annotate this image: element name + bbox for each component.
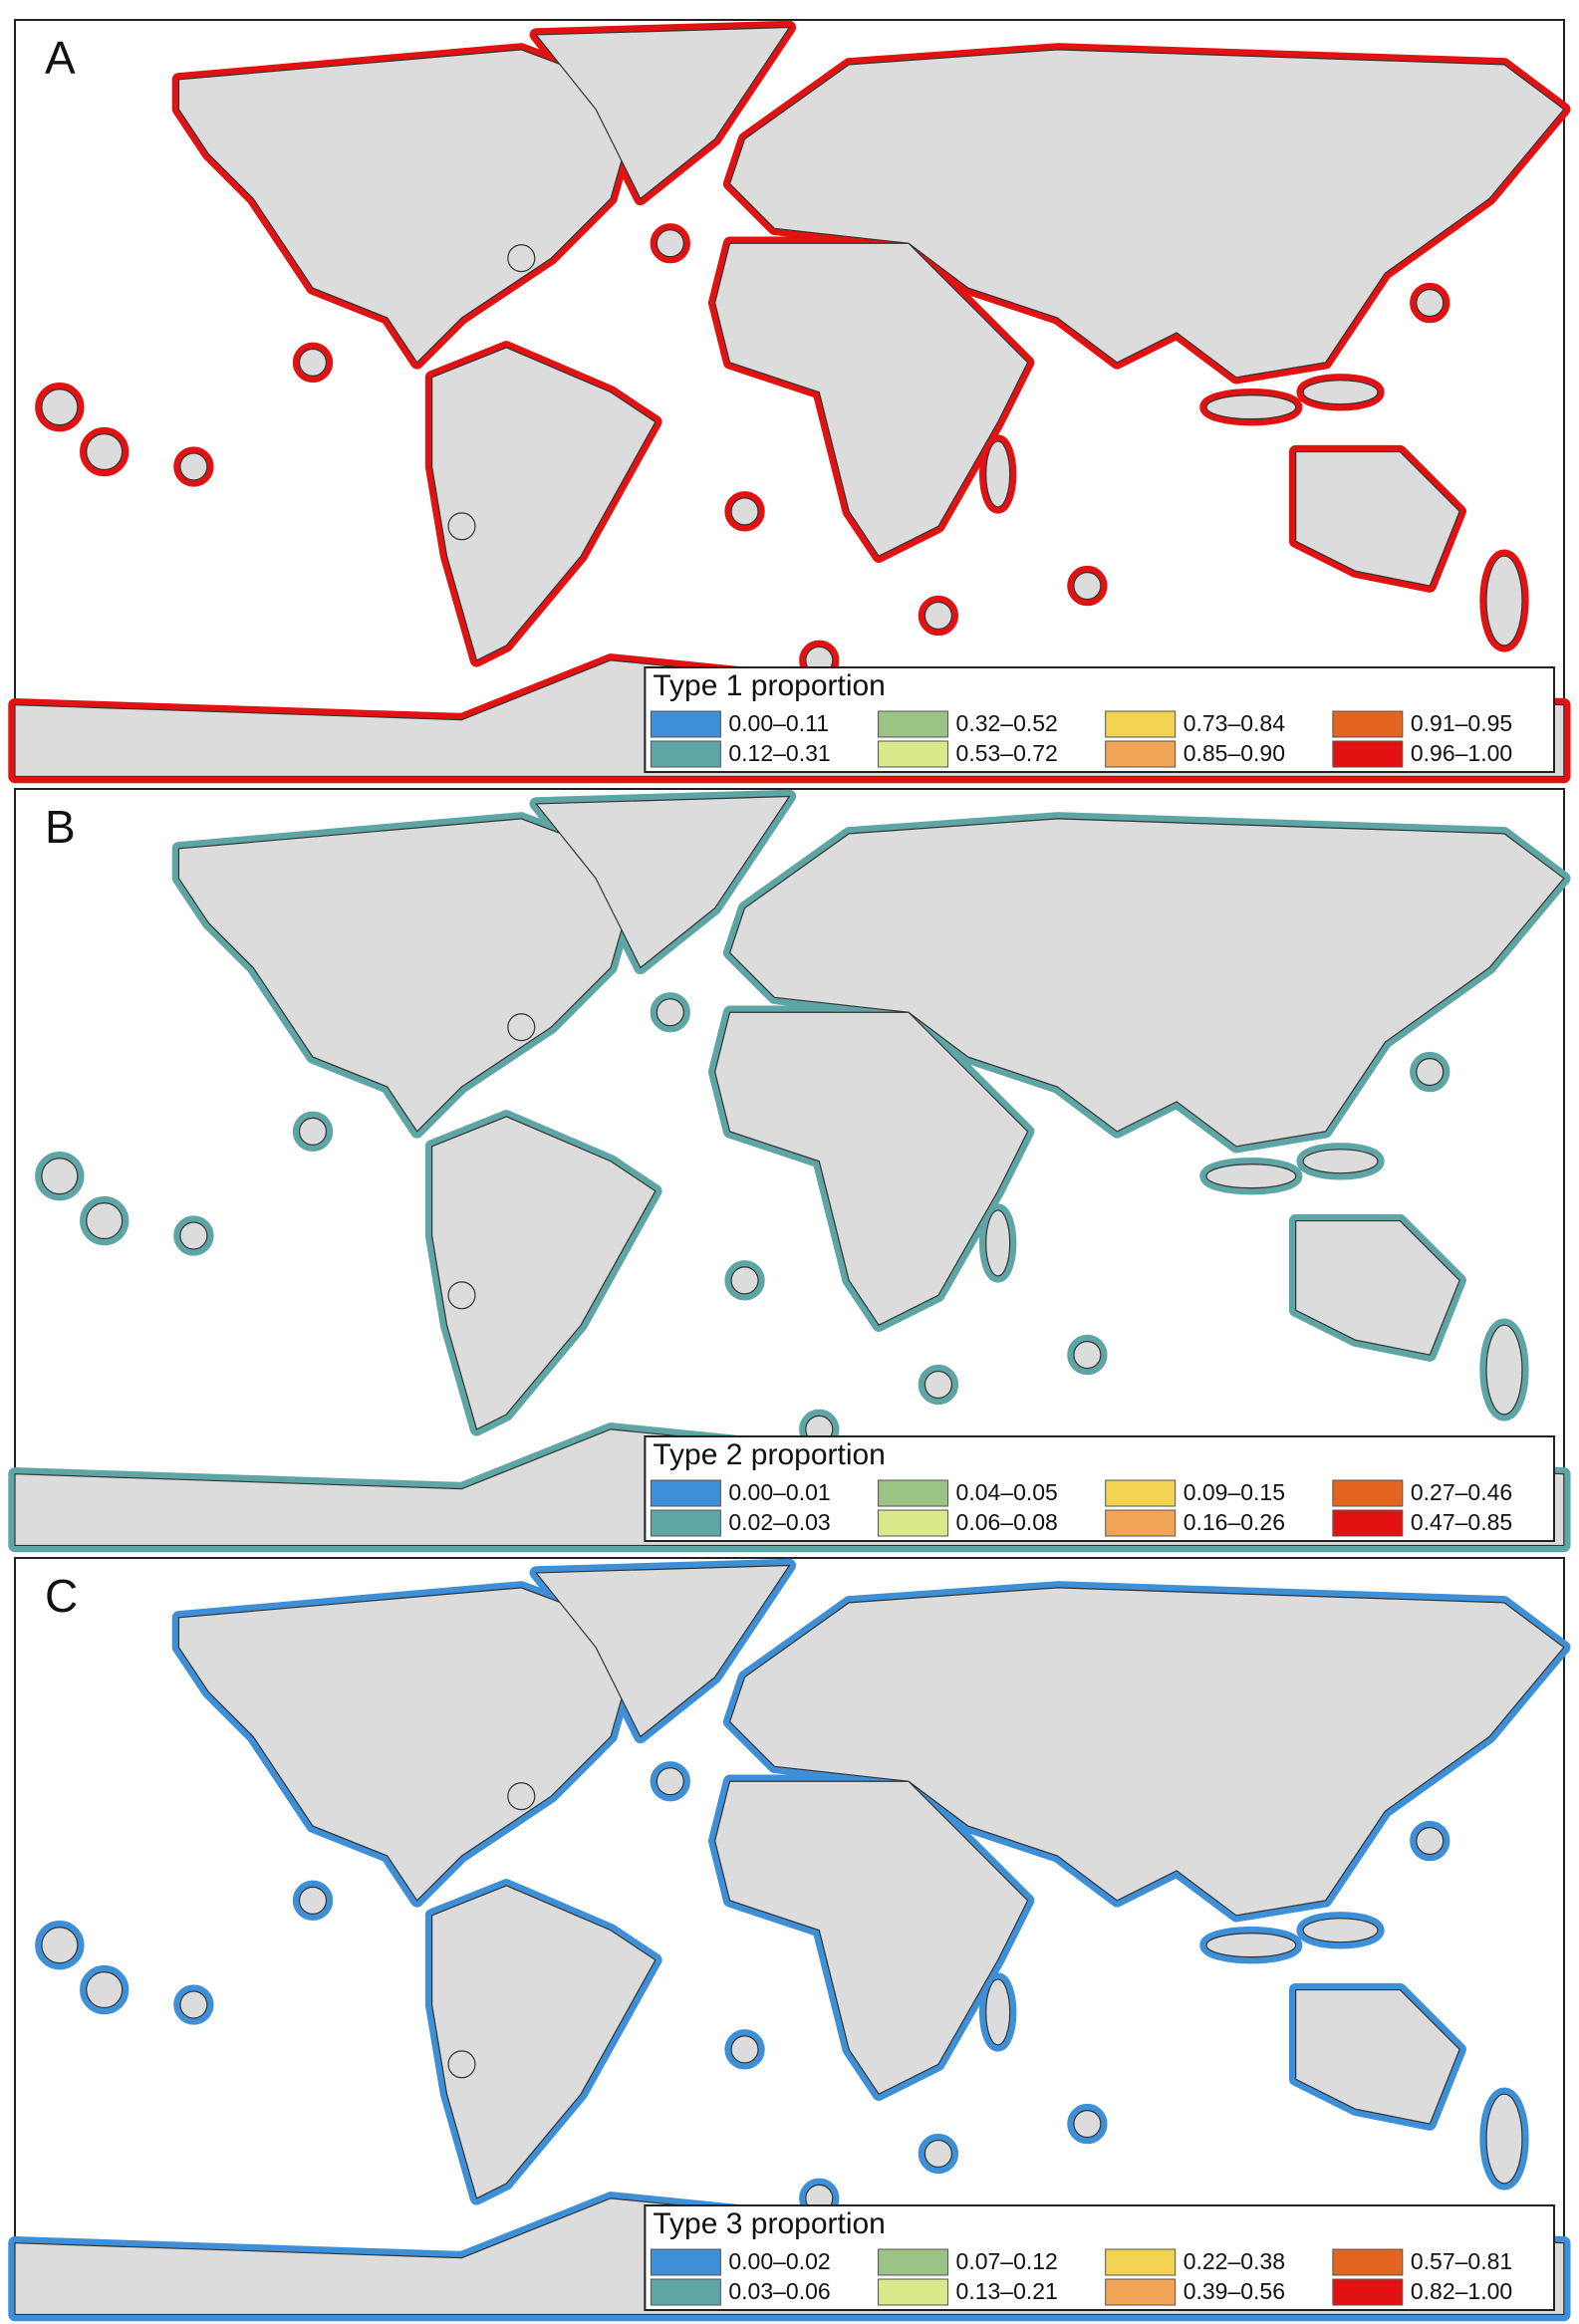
legend-swatch (1332, 2248, 1404, 2276)
legend-title: Type 1 proportion (653, 669, 885, 702)
legend-swatch (650, 2248, 721, 2276)
legend-swatch (1105, 2278, 1177, 2306)
legend-swatch (1105, 1479, 1177, 1507)
legend-swatch (878, 740, 949, 768)
legend-label: 0.06–0.08 (956, 1509, 1058, 1535)
legend-swatch (650, 740, 721, 768)
legend-label: 0.12–0.31 (728, 740, 830, 766)
legend-label: 0.00–0.02 (728, 2248, 830, 2274)
legend-label: 0.96–1.00 (1411, 740, 1512, 766)
legend-swatch (1332, 1479, 1404, 1507)
legend-swatch (878, 1479, 949, 1507)
panels: A Type 1 proportion 0.00–0.11 0.12–0.31 0.32… (15, 19, 1564, 2315)
legend-label: 0.57–0.81 (1411, 2248, 1512, 2274)
legend-swatch (878, 2278, 949, 2306)
legend-swatch (1105, 1509, 1177, 1537)
legend-label: 0.91–0.95 (1411, 710, 1512, 736)
legend-label: 0.53–0.72 (956, 740, 1058, 766)
legend-swatch (1332, 1509, 1404, 1537)
legend-label: 0.73–0.84 (1184, 710, 1286, 736)
legend-label: 0.82–1.00 (1411, 2278, 1512, 2304)
legend-swatch (878, 2248, 949, 2276)
legend-label: 0.09–0.15 (1184, 1479, 1285, 1505)
legend-title: Type 3 proportion (653, 2207, 885, 2240)
legend-swatch (650, 1509, 721, 1537)
legend-label: 0.47–0.85 (1411, 1509, 1512, 1535)
legend-label: 0.04–0.05 (956, 1479, 1058, 1505)
legend-swatch (1332, 2278, 1404, 2306)
map-panel: B Type 2 proportion 0.00–0.01 0.02–0.03 0.04… (15, 788, 1564, 1546)
legend-title: Type 2 proportion (653, 1438, 885, 1471)
legend-label: 0.27–0.46 (1411, 1479, 1512, 1505)
legend-label: 0.00–0.11 (728, 710, 829, 736)
map-panel: A Type 1 proportion 0.00–0.11 0.12–0.31 0.32… (15, 19, 1564, 777)
legend-label: 0.16–0.26 (1184, 1509, 1285, 1535)
legend-label: 0.07–0.12 (956, 2248, 1058, 2274)
legend-label: 0.03–0.06 (728, 2278, 830, 2304)
legend-swatch (650, 710, 721, 738)
legend-swatch (1105, 710, 1177, 738)
legend-swatch (1105, 740, 1177, 768)
panel-label: B (45, 801, 76, 853)
legend-swatch (650, 1479, 721, 1507)
panel-label: A (45, 32, 76, 84)
legend-label: 0.22–0.38 (1184, 2248, 1285, 2274)
legend-label: 0.32–0.52 (956, 710, 1058, 736)
legend-swatch (1105, 2248, 1177, 2276)
panel-label: C (45, 1570, 78, 1622)
legend-label: 0.85–0.90 (1184, 740, 1285, 766)
legend-label: 0.39–0.56 (1184, 2278, 1285, 2304)
legend-swatch (1332, 710, 1404, 738)
legend-label: 0.13–0.21 (956, 2278, 1058, 2304)
legend-swatch (650, 2278, 721, 2306)
legend-label: 0.00–0.01 (728, 1479, 830, 1505)
map-panel: C Type 3 proportion 0.00–0.02 0.03–0.06 0.07… (15, 1557, 1564, 2315)
legend-swatch (878, 1509, 949, 1537)
legend-swatch (1332, 740, 1404, 768)
legend-label: 0.02–0.03 (728, 1509, 830, 1535)
legend-swatch (878, 710, 949, 738)
